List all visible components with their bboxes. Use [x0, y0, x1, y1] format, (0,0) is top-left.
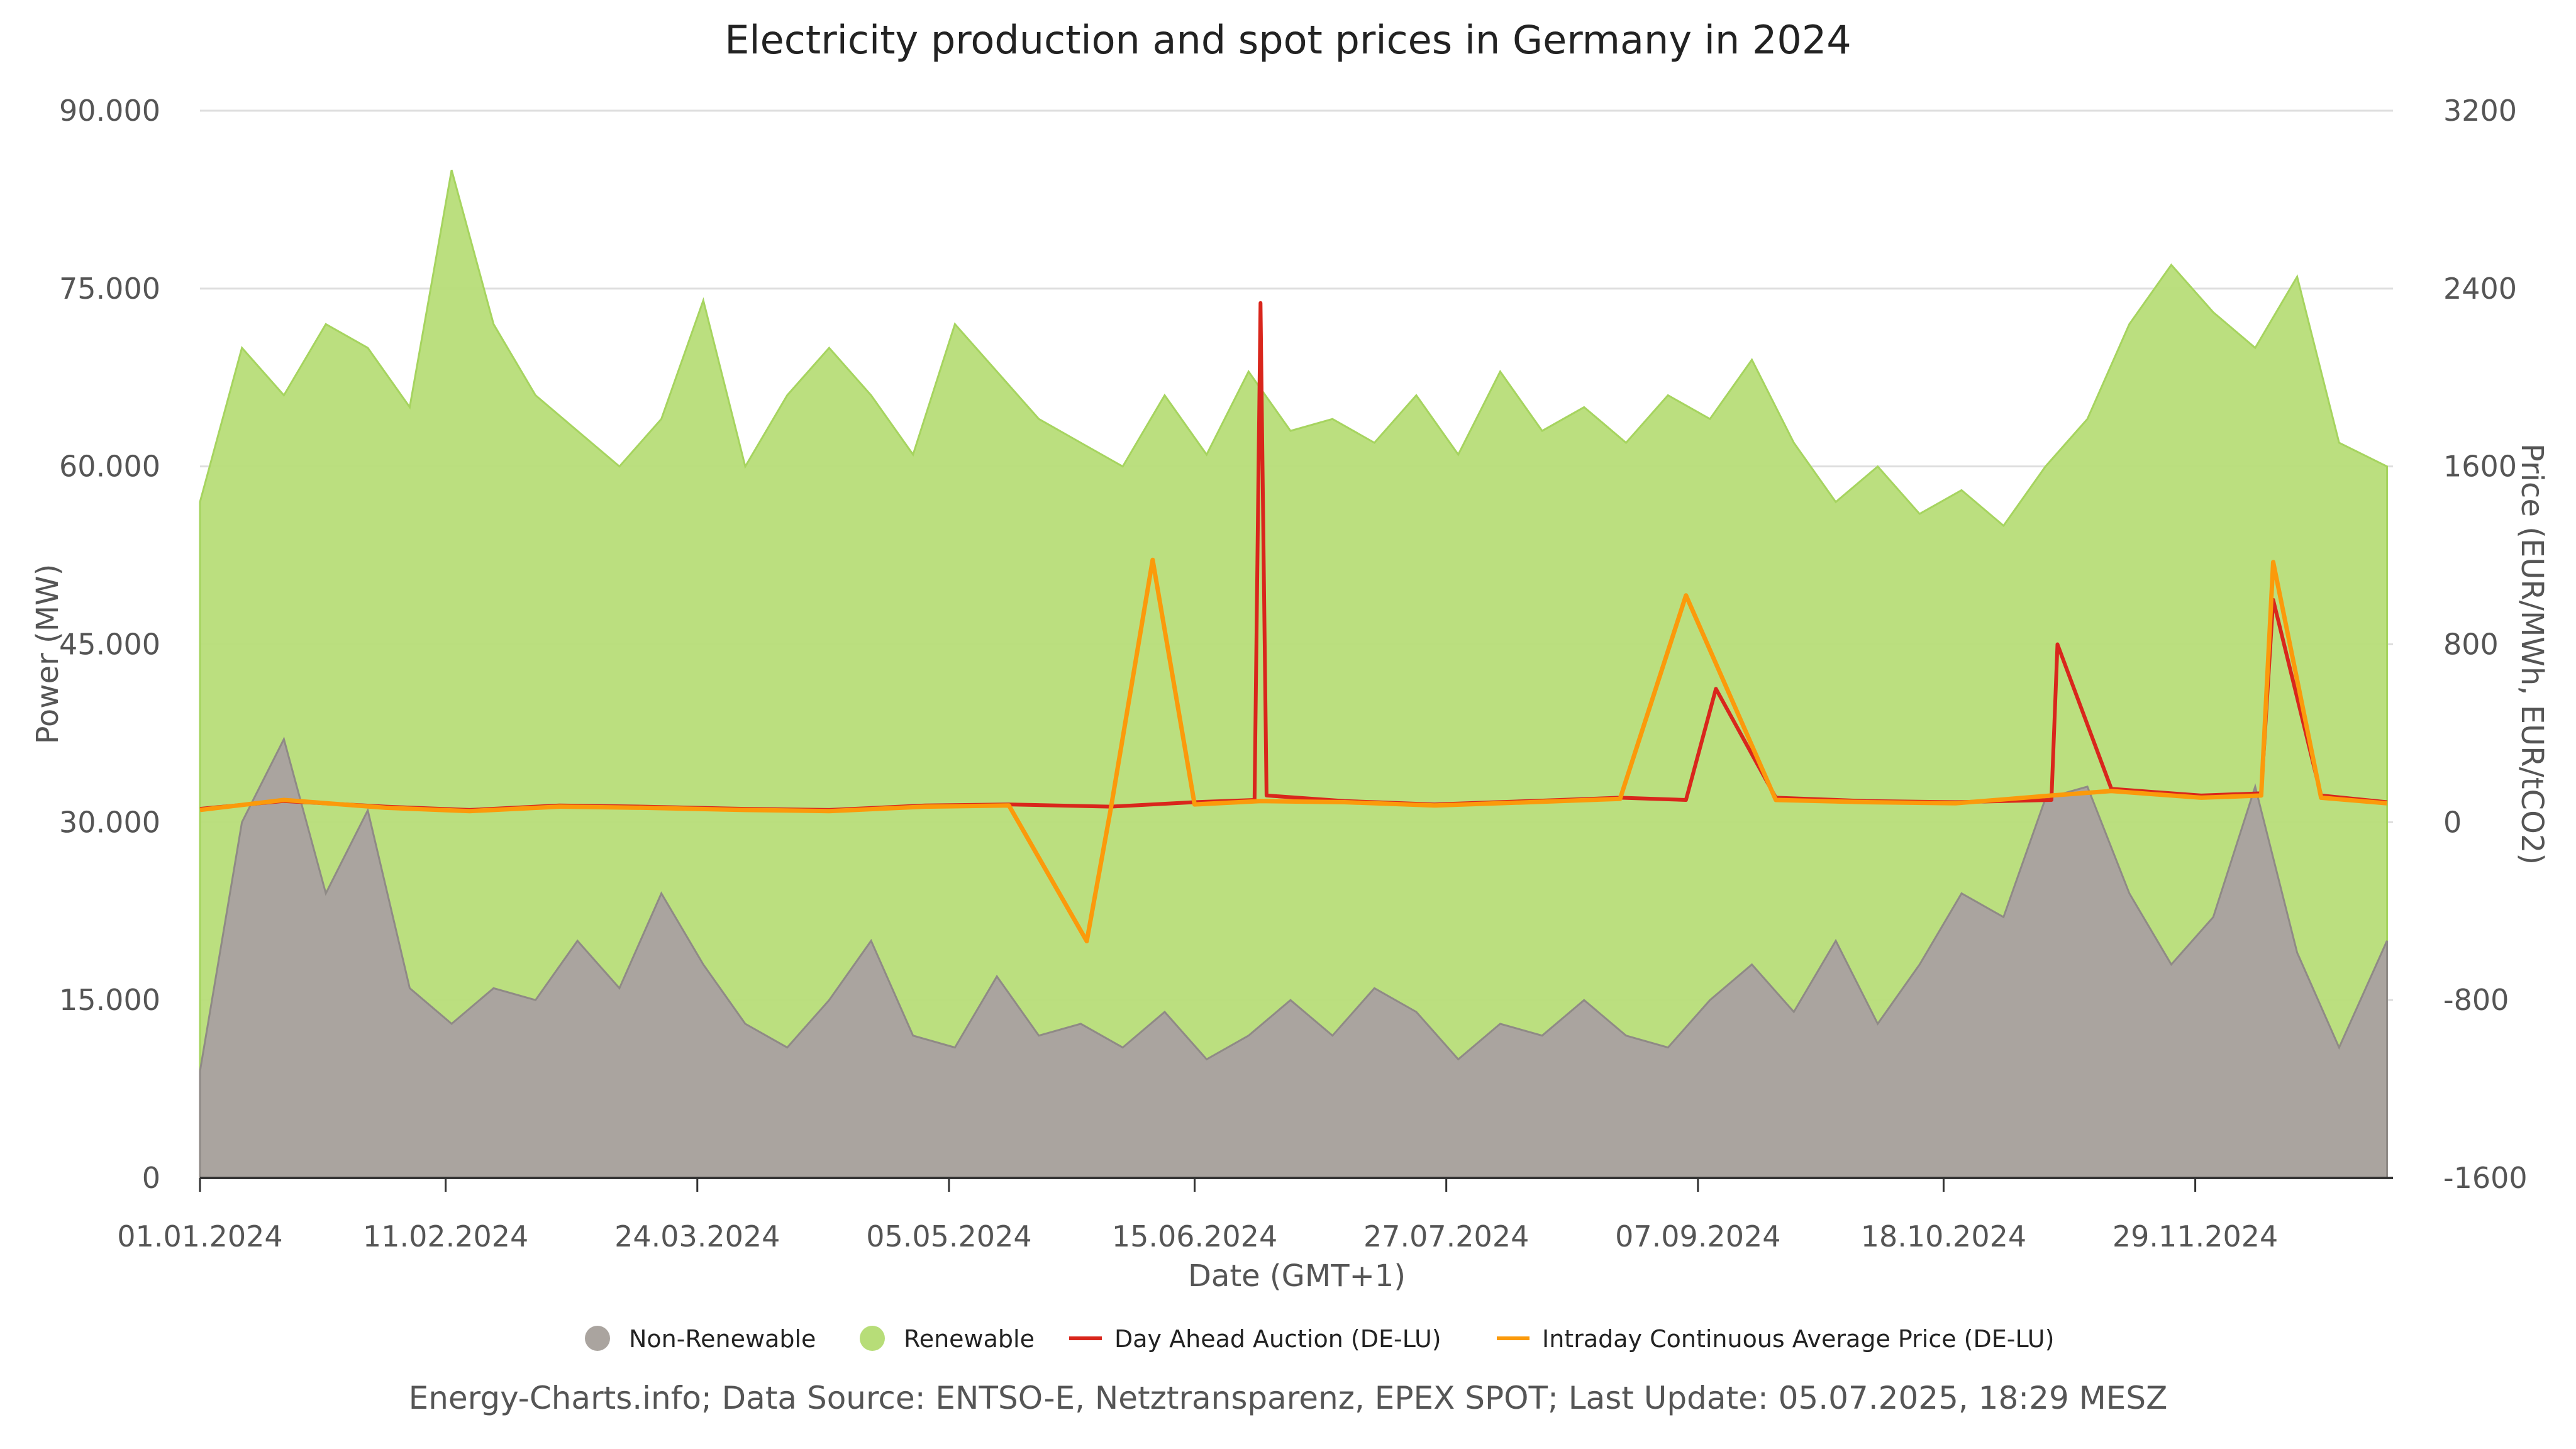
legend-item: Day Ahead Auction (DE-LU)	[1069, 1325, 1441, 1353]
y-left-tick-label: 45.000	[59, 628, 160, 662]
legend-label: Day Ahead Auction (DE-LU)	[1114, 1325, 1441, 1353]
legend-label: Renewable	[904, 1325, 1035, 1353]
y-left-tick-label: 30.000	[59, 805, 160, 839]
y-left-tick-label: 0	[142, 1161, 160, 1195]
intraday-price-line	[199, 557, 2387, 943]
y-right-tick-label: -1600	[2443, 1161, 2528, 1195]
y-right-tick-label: 2400	[2443, 272, 2517, 306]
y-left-tick-label: 90.000	[59, 94, 160, 128]
legend-swatch	[860, 1326, 885, 1351]
price-series	[199, 301, 2387, 943]
x-tick-label: 07.09.2024	[1615, 1219, 1780, 1253]
x-axis-label: Date (GMT+1)	[1188, 1258, 1406, 1294]
x-tick-label: 18.10.2024	[1861, 1219, 2026, 1253]
y-right-tick-label: 800	[2443, 628, 2499, 662]
x-tick-label: 29.11.2024	[2112, 1219, 2278, 1253]
y-right-tick-label: 1600	[2443, 450, 2517, 484]
y-left-tick-label: 15.000	[59, 983, 160, 1017]
x-tick-label: 01.01.2024	[117, 1219, 282, 1253]
credits: Energy-Charts.info; Data Source: ENTSO-E…	[409, 1380, 2168, 1416]
y-axis-left-label: Power (MW)	[30, 564, 65, 745]
x-tick-label: 05.05.2024	[866, 1219, 1031, 1253]
y-right-tick-label: 0	[2443, 805, 2462, 839]
x-tick-label: 27.07.2024	[1363, 1219, 1529, 1253]
x-tick-label: 24.03.2024	[614, 1219, 780, 1253]
y-axis-right-label: Price (EUR/MWh, EUR/tCO2)	[2514, 443, 2550, 865]
legend-item: Renewable	[860, 1325, 1035, 1353]
y-axis-right: -1600 -800 0 800 1600 2400 3200	[2443, 94, 2528, 1195]
y-right-tick-label: -800	[2443, 983, 2509, 1017]
chart-title: Electricity production and spot prices i…	[724, 17, 1852, 63]
area-series	[199, 169, 2388, 1179]
legend: Non-Renewable Renewable Day Ahead Auction …	[585, 1325, 2054, 1353]
legend-item: Non-Renewable	[585, 1325, 816, 1353]
y-axis-left: 0 15.000 30.000 45.000 60.000 75.000 90.000	[59, 94, 160, 1195]
legend-label: Intraday Continuous Average Price (DE-LU…	[1542, 1325, 2054, 1353]
x-axis: 01.01.2024 11.02.2024 24.03.2024 05.05.2024…	[117, 1178, 2278, 1253]
x-tick-label: 15.06.2024	[1112, 1219, 1277, 1253]
y-right-tick-label: 3200	[2443, 94, 2517, 128]
y-left-tick-label: 75.000	[59, 272, 160, 306]
y-left-tick-label: 60.000	[59, 450, 160, 484]
legend-item: Intraday Continuous Average Price (DE-LU…	[1497, 1325, 2054, 1353]
legend-label: Non-Renewable	[629, 1325, 816, 1353]
x-tick-label: 11.02.2024	[363, 1219, 528, 1253]
legend-swatch	[585, 1326, 610, 1351]
